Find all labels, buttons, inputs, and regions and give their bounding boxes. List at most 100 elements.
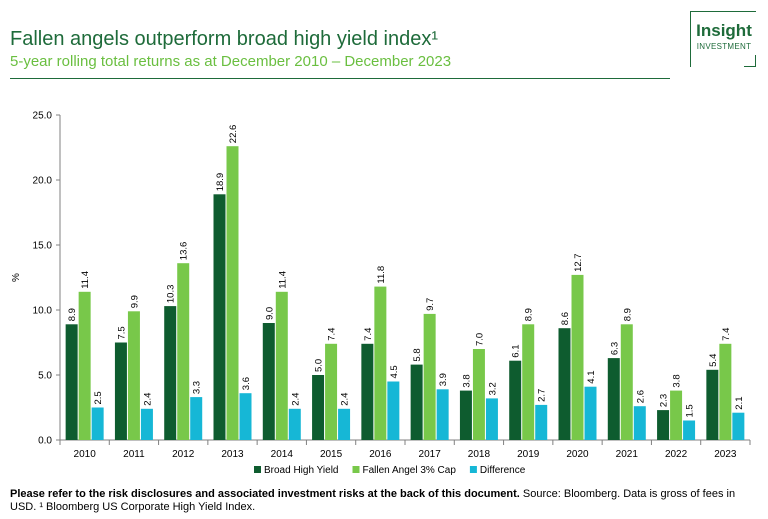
data-label: 6.1 <box>511 344 522 357</box>
data-label: 7.4 <box>721 328 732 341</box>
data-label: 1.5 <box>685 404 696 417</box>
x-tick-label: 2013 <box>221 449 244 460</box>
bar <box>620 324 633 440</box>
x-tick-label: 2020 <box>566 449 589 460</box>
data-label: 11.4 <box>80 271 91 289</box>
data-label: 4.1 <box>586 370 597 383</box>
legend-swatch <box>254 466 261 473</box>
data-label: 10.3 <box>166 285 177 304</box>
logo-corner-mark <box>744 55 756 67</box>
data-label: 2.4 <box>142 393 153 406</box>
title-divider <box>10 78 670 79</box>
bar <box>288 408 301 440</box>
bar <box>535 404 548 440</box>
legend-swatch <box>352 466 360 473</box>
y-tick-label: 15.0 <box>33 241 53 252</box>
data-label: 13.6 <box>179 242 190 261</box>
bar <box>140 408 153 440</box>
data-label: 5.4 <box>708 354 719 367</box>
x-tick-label: 2019 <box>517 449 540 460</box>
footer-note: Please refer to the risk disclosures and… <box>10 488 760 514</box>
data-label: 2.4 <box>290 393 301 406</box>
legend-swatch <box>469 466 477 473</box>
data-label: 2.1 <box>734 396 745 409</box>
legend-label: Difference <box>480 465 526 476</box>
bar <box>607 358 620 440</box>
bar <box>114 342 127 440</box>
bar <box>164 306 177 440</box>
footer-disclaimer: Please refer to the risk disclosures and… <box>10 488 520 500</box>
y-axis-label: % <box>11 273 22 282</box>
bar <box>127 311 140 440</box>
bar <box>657 410 670 440</box>
bar <box>584 386 597 440</box>
data-label: 8.9 <box>622 308 633 321</box>
data-label: 9.7 <box>425 298 436 311</box>
data-label: 6.3 <box>609 342 620 355</box>
bar <box>78 291 91 440</box>
data-label: 18.9 <box>215 173 226 192</box>
bar <box>732 412 745 440</box>
data-label: 3.8 <box>672 374 683 387</box>
data-label: 7.4 <box>327 328 338 341</box>
bar <box>262 323 275 440</box>
data-label: 7.5 <box>116 326 127 339</box>
page-title: Fallen angels outperform broad high yiel… <box>10 28 439 50</box>
legend-label: Broad High Yield <box>264 465 339 476</box>
bar <box>213 194 226 440</box>
y-tick-label: 0.0 <box>38 436 52 447</box>
bar <box>65 324 78 440</box>
y-tick-label: 10.0 <box>33 306 53 317</box>
data-label: 5.8 <box>412 348 423 361</box>
x-tick-label: 2022 <box>665 449 688 460</box>
bar <box>226 146 239 440</box>
data-label: 2.6 <box>635 390 646 403</box>
data-label: 3.8 <box>461 374 472 387</box>
bar <box>472 349 485 440</box>
data-label: 3.6 <box>241 377 252 390</box>
bar <box>91 407 104 440</box>
bar <box>387 381 400 440</box>
x-tick-label: 2021 <box>616 449 639 460</box>
bar <box>706 369 719 440</box>
data-label: 9.9 <box>129 295 140 308</box>
footer-source: Source: Bloomberg. Data is gross of fees… <box>10 488 736 513</box>
x-tick-label: 2010 <box>74 449 97 460</box>
legend-label: Fallen Angel 3% Cap <box>363 465 457 476</box>
data-label: 3.3 <box>192 381 203 394</box>
data-label: 3.9 <box>438 373 449 386</box>
x-tick-label: 2011 <box>123 449 145 460</box>
data-label: 2.7 <box>537 389 548 402</box>
data-label: 12.7 <box>573 253 584 272</box>
bar <box>374 286 387 440</box>
bar <box>275 291 288 440</box>
data-label: 8.9 <box>67 308 78 321</box>
x-tick-label: 2023 <box>714 449 737 460</box>
bar <box>683 420 696 440</box>
insight-logo: Insight INVESTMENT <box>690 11 756 67</box>
bar <box>571 274 584 440</box>
data-label: 7.4 <box>363 328 374 341</box>
data-label: 4.5 <box>389 365 400 378</box>
x-tick-label: 2012 <box>172 449 195 460</box>
bar <box>423 313 436 440</box>
bar <box>361 343 374 440</box>
data-label: 11.8 <box>376 266 387 284</box>
bar <box>436 389 449 440</box>
bar <box>558 328 571 440</box>
x-tick-label: 2015 <box>320 449 343 460</box>
logo-line2: INVESTMENT <box>696 42 752 51</box>
bar <box>509 360 522 440</box>
bar <box>459 390 472 440</box>
data-label: 2.4 <box>340 393 351 406</box>
bar <box>190 397 203 440</box>
data-label: 22.6 <box>228 125 239 144</box>
data-label: 2.3 <box>659 394 670 407</box>
data-label: 2.5 <box>93 391 104 404</box>
bar <box>312 375 325 440</box>
data-label: 11.4 <box>277 271 288 289</box>
x-tick-label: 2016 <box>369 449 392 460</box>
bar <box>485 398 498 440</box>
data-label: 8.9 <box>524 308 535 321</box>
bar <box>670 390 683 440</box>
